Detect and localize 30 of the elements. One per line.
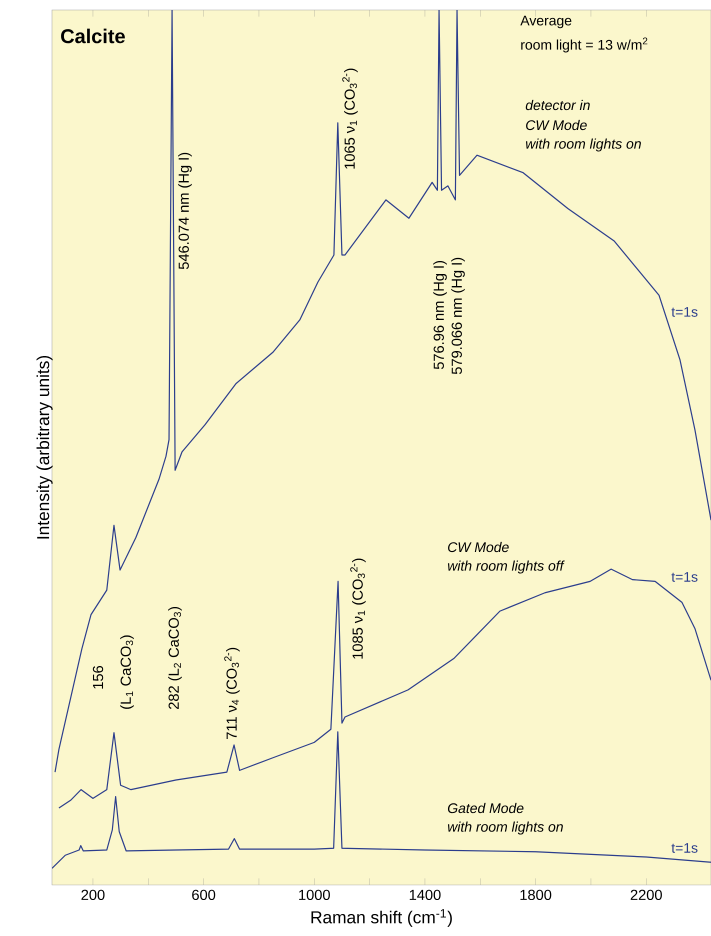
- annotation: with room lights on: [448, 822, 563, 835]
- annotation: 576.96 nm (Hg I): [433, 261, 447, 370]
- annotation: Gated Mode: [448, 802, 524, 814]
- annotation: Average: [520, 16, 572, 28]
- annotation: t=1s: [671, 307, 698, 317]
- annotation: CW Mode: [448, 542, 509, 552]
- annotation: 282 (L$_{2}$ CaCO$_{3}$): [168, 606, 182, 710]
- x-tick-label: 1000: [299, 890, 330, 900]
- x-tick-label: 2200: [630, 890, 662, 900]
- text: Calcite: [61, 28, 125, 44]
- annotation: (L$_{1}$ CaCO$_{3}$): [120, 635, 134, 709]
- annotation: 546.074 nm (Hg I): [178, 152, 192, 270]
- annotation: t=1s: [671, 572, 698, 582]
- annotation: with room lights on: [526, 138, 641, 152]
- x-tick-label: 1400: [410, 890, 441, 900]
- annotation: 711 ν$_{4}$ (CO$_{3}$$^{2-}$): [224, 648, 240, 739]
- annotation: t=1s: [671, 843, 698, 853]
- annotation: with room lights off: [448, 560, 565, 574]
- annotation: room light = 13 w/m$^{2}$: [521, 37, 648, 52]
- annotation: 156: [92, 666, 104, 689]
- x-tick-label: 200: [81, 890, 105, 900]
- x-tick-label: 1800: [520, 890, 552, 900]
- annotation: 579.066 nm (Hg I): [451, 258, 465, 374]
- annotation: detector in: [526, 100, 590, 110]
- x-tick-label: 600: [192, 890, 216, 900]
- annotation: 1085 ν$_{1}$ (CO$_{3}$$^{2-}$): [350, 558, 366, 659]
- y-axis-title: Intensity (arbitrary units): [36, 356, 53, 538]
- annotation: CW Mode: [526, 120, 587, 130]
- x-axis-title: Raman shift (cm$^{-1}$): [311, 909, 452, 927]
- annotation: 1065 ν$_{1}$ (CO$_{3}$$^{2-}$): [342, 68, 358, 169]
